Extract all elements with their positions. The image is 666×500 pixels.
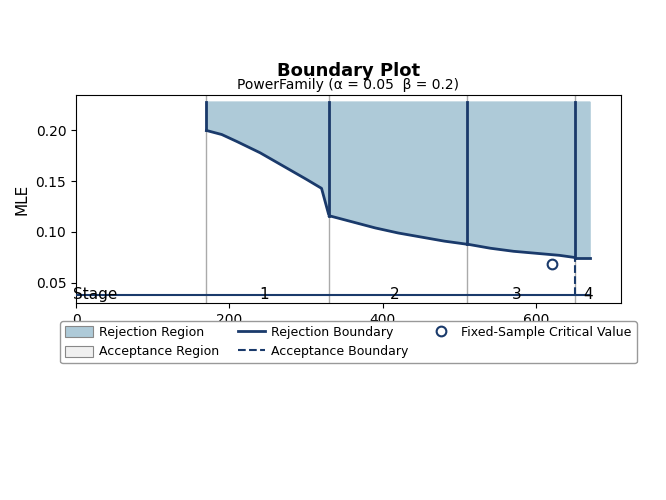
Text: 2: 2 (390, 287, 399, 302)
Text: 1: 1 (259, 287, 269, 302)
Legend: Rejection Region, Acceptance Region, Rejection Boundary, Acceptance Boundary, Fi: Rejection Region, Acceptance Region, Rej… (60, 321, 637, 364)
Text: Boundary Plot: Boundary Plot (277, 62, 420, 80)
Title: PowerFamily (α = 0.05  β = 0.2): PowerFamily (α = 0.05 β = 0.2) (237, 78, 460, 92)
Text: Stage: Stage (73, 287, 117, 302)
Text: 3: 3 (512, 287, 522, 302)
X-axis label: Information: Information (304, 332, 393, 347)
Y-axis label: MLE: MLE (15, 184, 30, 214)
Polygon shape (206, 102, 590, 258)
Text: 4: 4 (583, 287, 593, 302)
